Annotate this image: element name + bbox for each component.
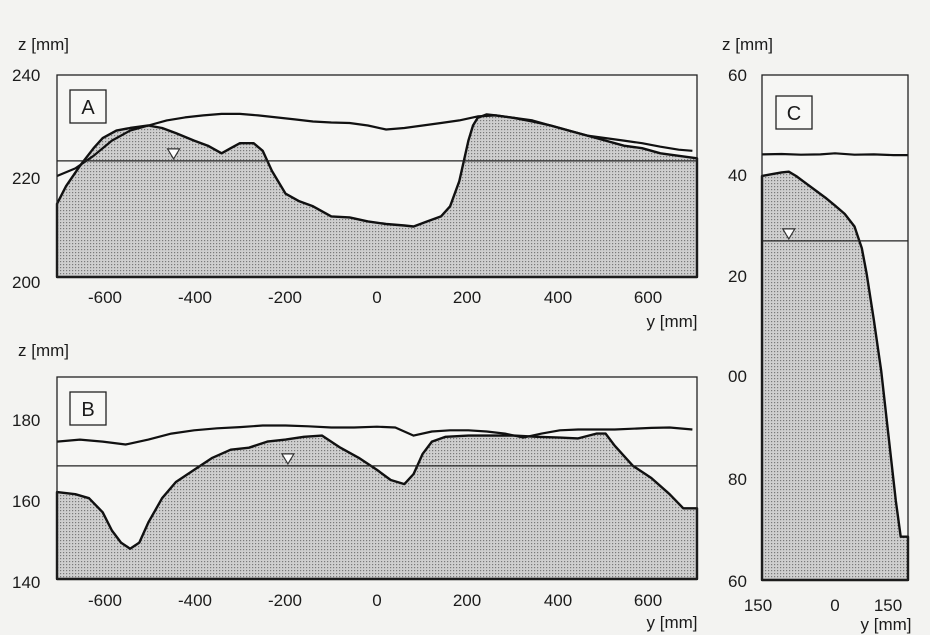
panel-a-x-tick-600: 600 [634,288,662,307]
panel-a-x-tick-neg600: -600 [88,288,122,307]
panel-b-bed-profile [55,432,699,581]
panel-c-y-tick-60-top: 60 [728,66,747,85]
panel-a-y-tick-200: 200 [12,273,40,292]
panel-c-x-axis-title: y [mm] [861,615,912,634]
panel-c-x-tick-center: 0 [830,596,839,615]
panel-b-x-tick-600: 600 [634,591,662,610]
panel-a-x-tick-neg400: -400 [178,288,212,307]
panel-c-y-axis-title: z [mm] [722,35,773,54]
panel-b-y-axis-title: z [mm] [18,341,69,360]
panel-c-frame [761,74,909,581]
panel-b-letter: B [81,399,94,421]
panel-c-x-tick-left: 150 [744,596,772,615]
panel-a-y-axis-title: z [mm] [18,35,69,54]
panel-b-y-tick-160: 160 [12,492,40,511]
panel-c: C z [mm] y [mm] 60 40 20 00 80 60 150 0 … [722,35,912,634]
panel-c-water-level-marker [781,228,796,241]
panel-b-frame [56,376,698,580]
panel-b-x-tick-200: 200 [453,591,481,610]
panel-a-y-tick-220: 220 [12,169,40,188]
panel-a-frame [56,74,698,278]
panel-b-x-tick-neg200: -200 [268,591,302,610]
panel-c-y-tick-80: 80 [728,470,747,489]
panel-c-y-tick-40: 40 [728,166,747,185]
panel-b-water-surface-line [56,424,693,446]
panel-c-y-tick-60-bottom: 60 [728,572,747,591]
panel-b-water-level-marker [280,453,295,466]
panel-a-x-tick-0: 0 [372,288,381,307]
panel-c-y-tick-20: 20 [728,267,747,286]
panel-c-letter: C [787,103,801,125]
panel-c-x-tick-right: 150 [874,596,902,615]
panel-a-x-tick-400: 400 [544,288,572,307]
panel-a-x-axis-title: y [mm] [647,312,698,331]
panel-a-x-tick-neg200: -200 [268,288,302,307]
panel-b-x-tick-neg400: -400 [178,591,212,610]
panel-b-x-tick-neg600: -600 [88,591,122,610]
panel-c-y-tick-00: 00 [728,367,747,386]
panel-c-bed-profile [760,170,910,582]
panel-c-letter-box [775,95,813,130]
panel-b: B z [mm] y [mm] 180 160 140 -600 -400 -2… [12,341,699,632]
panel-a: A z [mm] y [mm] 240 220 200 -600 -400 -2… [12,35,699,331]
panel-b-x-tick-0: 0 [372,591,381,610]
panel-b-y-tick-140: 140 [12,573,40,592]
panel-b-letter-box [69,391,107,426]
panel-a-letter: A [81,97,95,119]
panel-a-y-tick-240: 240 [12,66,40,85]
panel-a-water-surface-line [56,112,693,178]
panel-c-water-surface-line [761,152,908,157]
panel-a-x-tick-200: 200 [453,288,481,307]
panel-a-water-level-marker [166,148,181,161]
panel-b-y-tick-180: 180 [12,411,40,430]
panel-a-letter-box [69,89,107,124]
panel-b-x-axis-title: y [mm] [647,613,698,632]
panel-b-x-tick-400: 400 [544,591,572,610]
